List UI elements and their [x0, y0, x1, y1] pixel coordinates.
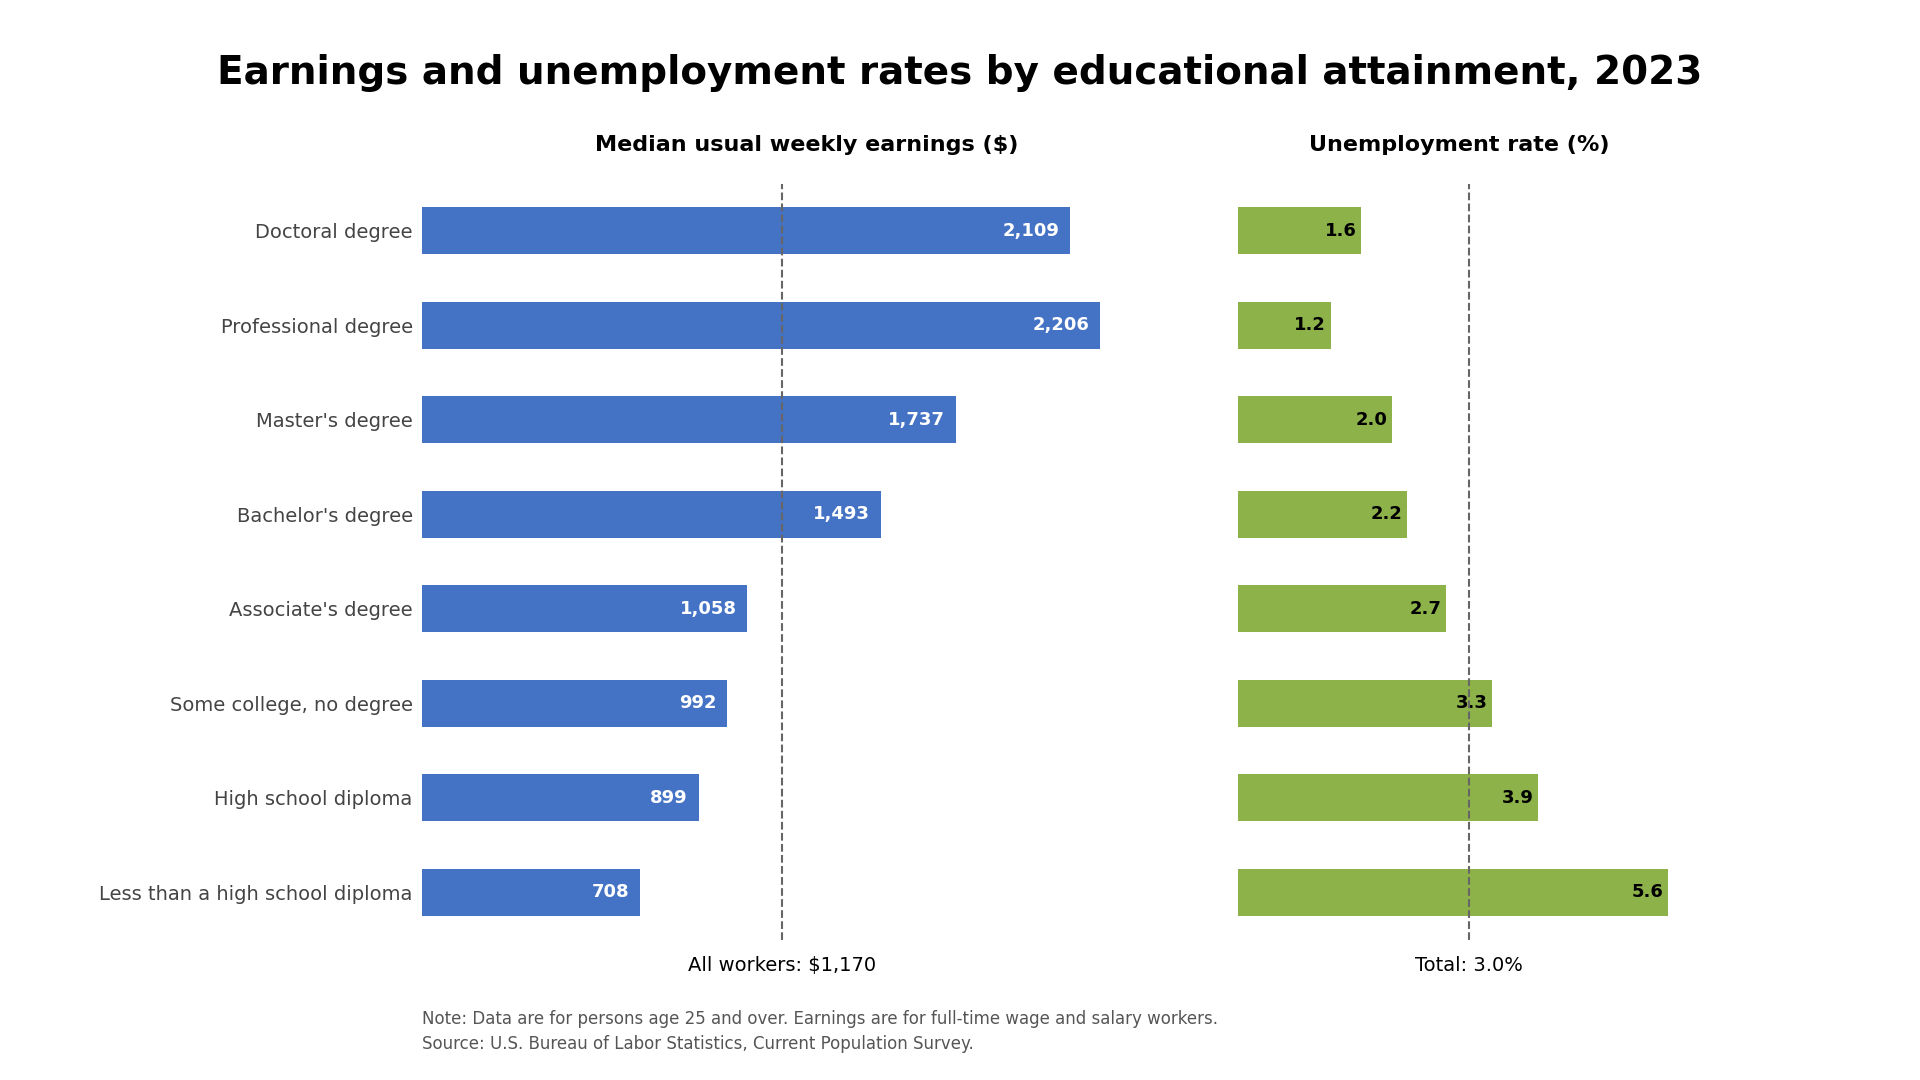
Text: Earnings and unemployment rates by educational attainment, 2023: Earnings and unemployment rates by educa…	[217, 54, 1703, 92]
Text: Note: Data are for persons age 25 and over. Earnings are for full-time wage and : Note: Data are for persons age 25 and ov…	[422, 1010, 1219, 1028]
Text: 1,493: 1,493	[814, 505, 870, 524]
Text: 2,206: 2,206	[1033, 316, 1089, 335]
Text: Source: U.S. Bureau of Labor Statistics, Current Population Survey.: Source: U.S. Bureau of Labor Statistics,…	[422, 1035, 973, 1053]
Bar	[422, 396, 956, 444]
Bar	[1238, 396, 1392, 444]
Bar	[1238, 207, 1361, 255]
Text: 2,109: 2,109	[1002, 221, 1060, 240]
Text: 3.3: 3.3	[1455, 694, 1488, 713]
Text: 3.9: 3.9	[1501, 788, 1534, 807]
Bar	[422, 868, 639, 916]
Bar	[1238, 301, 1331, 349]
Bar	[1238, 585, 1446, 633]
Text: 992: 992	[680, 694, 716, 713]
Bar	[422, 490, 881, 538]
Bar	[422, 585, 747, 633]
Bar	[422, 301, 1100, 349]
Text: 5.6: 5.6	[1632, 883, 1665, 902]
Bar	[1238, 490, 1407, 538]
Bar	[422, 774, 699, 822]
Text: 1,737: 1,737	[889, 410, 945, 429]
Text: 2.0: 2.0	[1356, 410, 1388, 429]
Bar	[1238, 679, 1492, 727]
Text: 708: 708	[591, 883, 630, 902]
Text: 899: 899	[651, 788, 687, 807]
Bar	[1238, 868, 1668, 916]
Bar	[1238, 774, 1538, 822]
Bar	[422, 207, 1069, 255]
Text: Total: 3.0%: Total: 3.0%	[1415, 956, 1523, 975]
Bar	[422, 679, 728, 727]
Text: 1.2: 1.2	[1294, 316, 1327, 335]
Text: All workers: $1,170: All workers: $1,170	[687, 956, 876, 975]
Text: Median usual weekly earnings ($): Median usual weekly earnings ($)	[595, 135, 1018, 156]
Text: 2.2: 2.2	[1371, 505, 1404, 524]
Text: 2.7: 2.7	[1409, 599, 1442, 618]
Text: Unemployment rate (%): Unemployment rate (%)	[1309, 135, 1609, 156]
Text: 1,058: 1,058	[680, 599, 737, 618]
Text: 1.6: 1.6	[1325, 221, 1357, 240]
